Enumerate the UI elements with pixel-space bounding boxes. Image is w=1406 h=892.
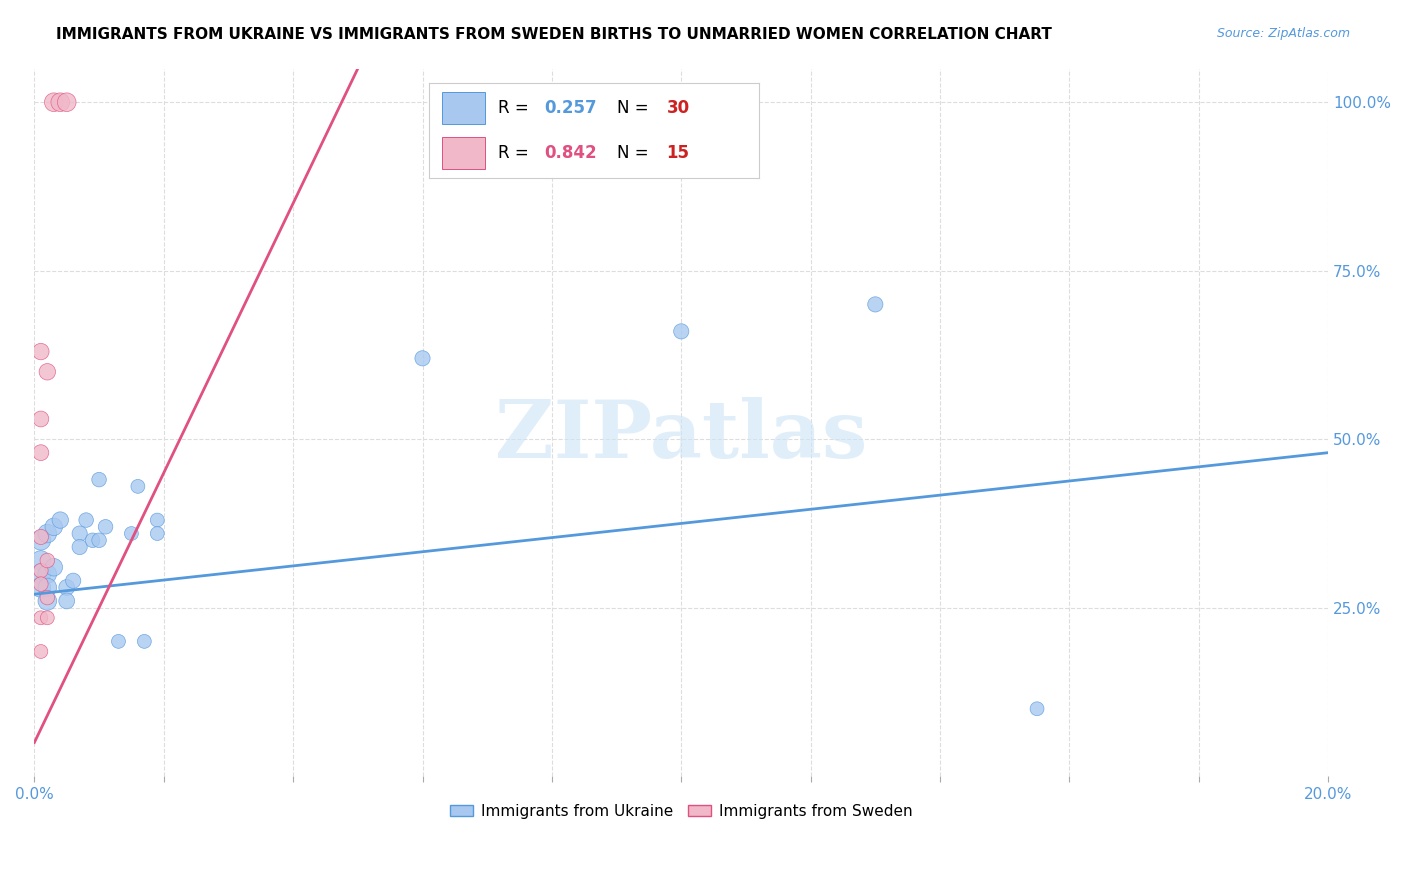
Point	[37, 566, 59, 581]
Point	[30, 564, 52, 578]
Point	[30, 344, 52, 359]
Point	[30, 445, 52, 459]
Point	[49, 95, 72, 110]
Point	[69, 526, 91, 541]
Point	[30, 412, 52, 426]
Point	[37, 591, 59, 605]
Point	[94, 520, 117, 534]
Point	[671, 324, 693, 338]
Text: Source: ZipAtlas.com: Source: ZipAtlas.com	[1216, 27, 1350, 40]
Point	[30, 581, 52, 595]
Point	[49, 513, 72, 527]
Point	[69, 540, 91, 554]
Point	[37, 594, 59, 608]
Point	[82, 533, 104, 548]
Point	[127, 479, 149, 493]
Point	[107, 634, 129, 648]
Point	[30, 644, 52, 658]
Point	[412, 351, 434, 366]
Point	[37, 581, 59, 595]
Point	[120, 526, 142, 541]
Point	[30, 577, 52, 591]
Point	[134, 634, 156, 648]
Point	[62, 574, 84, 588]
Point	[42, 520, 65, 534]
Point	[55, 581, 77, 595]
Point	[146, 513, 169, 527]
Text: ZIPatlas: ZIPatlas	[495, 398, 868, 475]
Point	[865, 297, 887, 311]
Legend: Immigrants from Ukraine, Immigrants from Sweden: Immigrants from Ukraine, Immigrants from…	[444, 798, 918, 825]
Point	[1026, 702, 1049, 716]
Point	[30, 611, 52, 625]
Point	[55, 594, 77, 608]
Text: IMMIGRANTS FROM UKRAINE VS IMMIGRANTS FROM SWEDEN BIRTHS TO UNMARRIED WOMEN CORR: IMMIGRANTS FROM UKRAINE VS IMMIGRANTS FR…	[56, 27, 1052, 42]
Point	[55, 95, 77, 110]
Point	[75, 513, 97, 527]
Point	[37, 611, 59, 625]
Point	[37, 365, 59, 379]
Point	[37, 553, 59, 567]
Point	[146, 526, 169, 541]
Point	[30, 530, 52, 544]
Point	[87, 533, 110, 548]
Point	[30, 553, 52, 567]
Point	[30, 533, 52, 548]
Point	[42, 560, 65, 574]
Point	[37, 526, 59, 541]
Point	[42, 95, 65, 110]
Point	[87, 473, 110, 487]
Point	[30, 566, 52, 581]
